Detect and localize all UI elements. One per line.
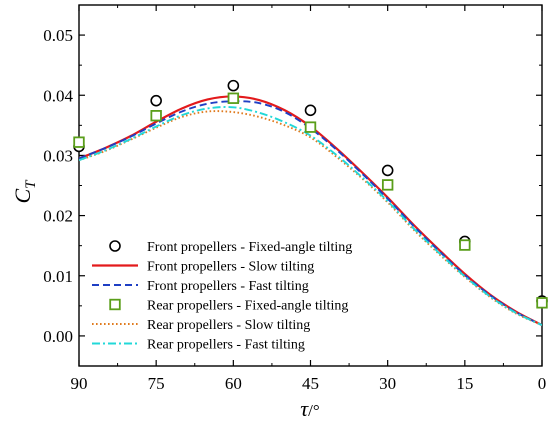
series-line-5 — [79, 106, 542, 326]
x-tick-label: 75 — [148, 374, 165, 393]
legend-label-2: Front propellers - Fast tilting — [147, 279, 309, 294]
x-tick-label: 30 — [379, 374, 396, 393]
series-0-point — [150, 94, 162, 107]
x-tick-label: 60 — [225, 374, 242, 393]
y-tick-label: 0.02 — [43, 207, 73, 226]
y-tick-label: 0.00 — [43, 327, 73, 346]
legend: Front propellers - Fixed-angle tilting Fr… — [92, 240, 352, 353]
series-line-4 — [79, 110, 542, 326]
x-axis-title-unit: /° — [308, 401, 320, 420]
legend-label-4: Rear propellers - Slow tilting — [147, 318, 310, 333]
legend-label-5: Rear propellers - Fast tilting — [147, 338, 305, 353]
x-tick-label: 0 — [538, 374, 547, 393]
x-axis-title-symbol: τ — [300, 396, 309, 421]
x-axis-title: τ/° — [300, 396, 319, 421]
y-axis-title-symbol: C — [10, 189, 35, 204]
y-axis-ticks: 0.00 0.01 0.02 0.03 0.04 0.05 — [43, 26, 542, 346]
series-3-point — [150, 110, 162, 122]
legend-symbol-3 — [109, 298, 121, 311]
series-3-point — [536, 297, 548, 309]
x-axis-ticks: 90 75 60 45 30 15 0 — [71, 5, 547, 393]
x-tick-label: 45 — [302, 374, 319, 393]
series-markers — [73, 79, 548, 309]
y-tick-label: 0.03 — [43, 146, 73, 165]
series-0-point — [227, 79, 240, 92]
series-3-point — [459, 239, 471, 251]
series-0-point — [381, 164, 394, 177]
legend-label-0: Front propellers - Fixed-angle tilting — [147, 240, 352, 255]
y-tick-label: 0.01 — [43, 267, 73, 286]
series-3-point — [73, 136, 85, 148]
legend-symbol-0 — [109, 240, 121, 252]
y-tick-label: 0.05 — [43, 26, 73, 45]
x-tick-label: 90 — [71, 374, 88, 393]
legend-label-1: Front propellers - Slow tilting — [147, 260, 314, 275]
y-axis-title: CT — [10, 179, 39, 204]
series-3-point — [381, 179, 394, 191]
series-3-point — [227, 92, 240, 104]
y-tick-label: 0.04 — [43, 86, 73, 105]
x-tick-label: 15 — [456, 374, 473, 393]
y-axis-title-subscript: T — [23, 179, 39, 189]
series-3-point — [304, 121, 317, 133]
series-0-point — [304, 104, 317, 117]
legend-label-3: Rear propellers - Fixed-angle tilting — [147, 299, 348, 314]
